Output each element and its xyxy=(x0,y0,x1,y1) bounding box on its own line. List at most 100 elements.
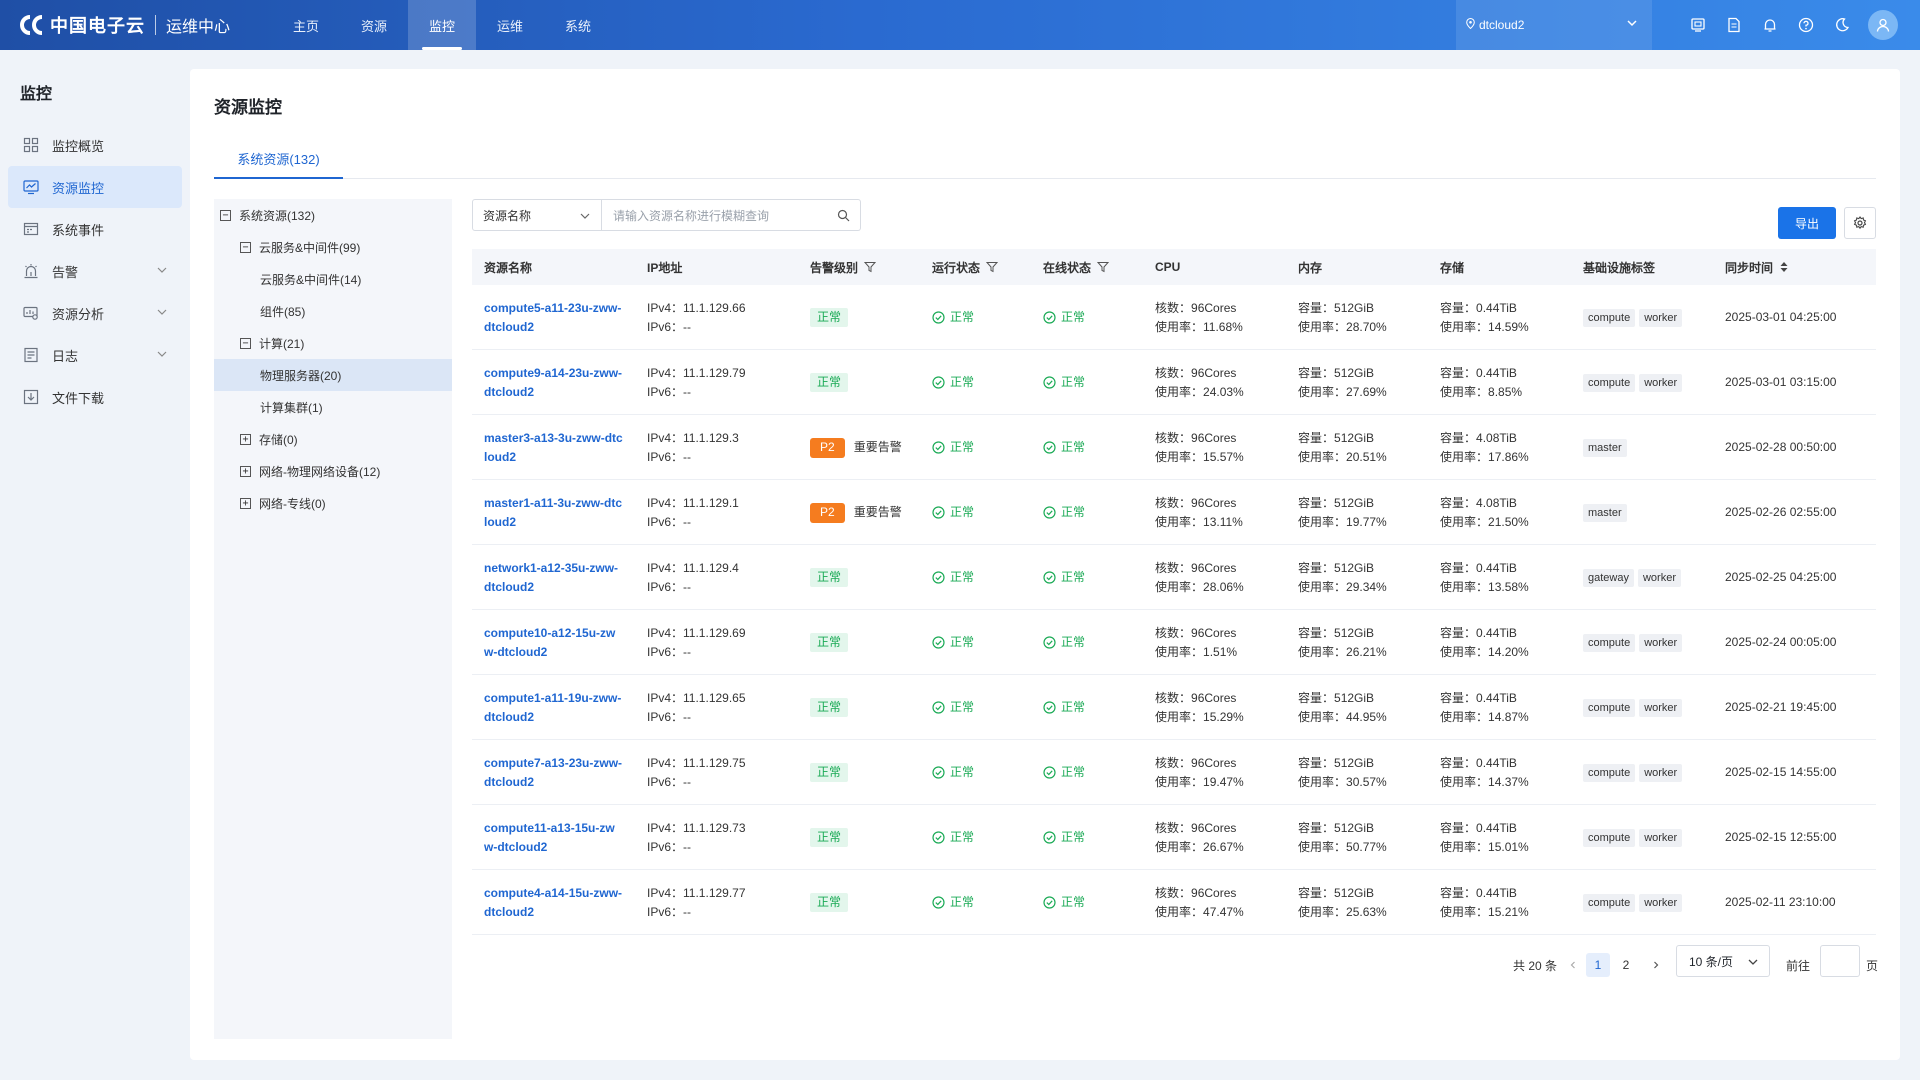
tree-node[interactable]: + 网络-专线(0) xyxy=(214,487,452,519)
table-row[interactable]: compute1-a11-19u-zww-dtcloud2 IPv4：11.1.1… xyxy=(472,675,1876,740)
tree-node[interactable]: − 云服务&中间件(99) xyxy=(214,231,452,263)
tree-node-selected[interactable]: 物理服务器(20) xyxy=(214,359,452,391)
nav-system[interactable]: 系统 xyxy=(565,18,592,34)
nav-home[interactable]: 主页 xyxy=(293,18,320,34)
sort-icon[interactable] xyxy=(1779,261,1789,273)
tags-cell: compute worker xyxy=(1583,350,1686,415)
page-1-button[interactable]: 1 xyxy=(1586,953,1610,977)
user-avatar[interactable] xyxy=(1868,10,1898,40)
region-selector[interactable]: dtcloud2 xyxy=(1456,0,1652,50)
tree-node[interactable]: + 网络-物理网络设备(12) xyxy=(214,455,452,487)
tree-node[interactable]: 计算集群(1) xyxy=(214,391,452,423)
filter-icon[interactable] xyxy=(1097,261,1110,273)
resource-name-link[interactable]: master3-a13-3u-zww-dtcloud2 xyxy=(484,430,623,464)
infra-tag: compute xyxy=(1583,633,1636,652)
col-sync-time[interactable]: 同步时间 xyxy=(1725,249,1789,285)
tree-node[interactable]: 组件(85) xyxy=(214,295,452,327)
cpu-usage: 19.47% xyxy=(1203,774,1244,789)
tree-node[interactable]: − 计算(21) xyxy=(214,327,452,359)
table-row[interactable]: compute4-a14-15u-zww-dtcloud2 IPv4：11.1.1… xyxy=(472,870,1876,935)
document-icon[interactable] xyxy=(1716,0,1752,50)
table-row[interactable]: compute9-a14-23u-zww-dtcloud2 IPv4：11.1.1… xyxy=(472,350,1876,415)
storage-usage: 13.58% xyxy=(1488,579,1529,594)
table-row[interactable]: master1-a11-3u-zww-dtcloud2 IPv4：11.1.129… xyxy=(472,480,1876,545)
nav-monitoring[interactable]: 监控 xyxy=(408,0,477,50)
tab-system-resources[interactable]: 系统资源(132) xyxy=(214,139,343,179)
sidebar-item-label: 资源分析 xyxy=(52,306,105,322)
check-circle-icon xyxy=(932,441,945,454)
resource-name-link[interactable]: compute5-a11-23u-zww-dtcloud2 xyxy=(484,300,622,334)
table-row[interactable]: compute7-a13-23u-zww-dtcloud2 IPv4：11.1.1… xyxy=(472,740,1876,805)
sidebar-item-alarms[interactable]: 告警 xyxy=(8,250,182,292)
table-body: compute5-a11-23u-zww-dtcloud2 IPv4：11.1.1… xyxy=(472,285,1876,935)
sync-time-cell: 2025-02-15 12:55:00 xyxy=(1725,805,1836,870)
tree-node[interactable]: + 存储(0) xyxy=(214,423,452,455)
table-row[interactable]: network1-a12-35u-zww-dtcloud2 IPv4：11.1.1… xyxy=(472,545,1876,610)
nav-resources[interactable]: 资源 xyxy=(361,18,388,34)
search-input[interactable]: 请输入资源名称进行模糊查询 xyxy=(601,199,861,231)
filter-icon[interactable] xyxy=(986,261,999,273)
resource-name-link[interactable]: compute1-a11-19u-zww-dtcloud2 xyxy=(484,690,622,724)
bell-icon[interactable] xyxy=(1752,0,1788,50)
page-2-button[interactable]: 2 xyxy=(1622,958,1630,972)
resource-name-link[interactable]: master1-a11-3u-zww-dtcloud2 xyxy=(484,495,623,529)
run-status-cell: 正常 xyxy=(932,480,974,545)
col-ip: IP地址 xyxy=(647,260,683,275)
sidebar-item-file-download[interactable]: 文件下载 xyxy=(8,376,182,418)
goto-page-input[interactable] xyxy=(1820,945,1860,977)
resource-name-link[interactable]: compute9-a14-23u-zww-dtcloud2 xyxy=(484,365,623,399)
nav-operations[interactable]: 运维 xyxy=(497,18,524,34)
resource-name-link[interactable]: compute11-a13-15u-zww-dtcloud2 xyxy=(484,820,615,854)
ip-cell: IPv4：11.1.129.75 IPv6：-- xyxy=(647,755,746,789)
table-row[interactable]: compute11-a13-15u-zww-dtcloud2 IPv4：11.1.… xyxy=(472,805,1876,870)
table-row[interactable]: master3-a13-3u-zww-dtcloud2 IPv4：11.1.129… xyxy=(472,415,1876,480)
sync-time-cell: 2025-02-11 23:10:00 xyxy=(1725,870,1836,935)
resource-name-link[interactable]: network1-a12-35u-zww-dtcloud2 xyxy=(484,560,619,594)
cpu-usage: 26.67% xyxy=(1203,839,1244,854)
sidebar-item-label: 系统事件 xyxy=(52,222,105,238)
sidebar-item-resource-analysis[interactable]: 资源分析 xyxy=(8,292,182,334)
logo[interactable]: 中国电子云 运维中心 xyxy=(18,0,230,50)
sidebar-item-resource-monitoring[interactable]: 资源监控 xyxy=(8,166,182,208)
cpu-cores: 96Cores xyxy=(1191,625,1237,640)
tree-node[interactable]: − 系统资源(132) xyxy=(214,199,452,231)
resource-name-link[interactable]: compute10-a12-15u-zww-dtcloud2 xyxy=(484,625,616,659)
tags-cell: compute worker xyxy=(1583,740,1686,805)
cpu-cores: 96Cores xyxy=(1191,755,1237,770)
moon-icon[interactable] xyxy=(1824,0,1860,50)
expand-icon[interactable]: + xyxy=(240,433,251,445)
table-row[interactable]: compute10-a12-15u-zww-dtcloud2 IPv4：11.1.… xyxy=(472,610,1876,675)
ipv6-value: -- xyxy=(683,904,692,919)
resource-name-link[interactable]: compute4-a14-15u-zww-dtcloud2 xyxy=(484,885,623,919)
search-field-select[interactable]: 资源名称 xyxy=(472,199,602,231)
collapse-icon[interactable]: − xyxy=(220,209,231,221)
table-row[interactable]: compute5-a11-23u-zww-dtcloud2 IPv4：11.1.1… xyxy=(472,285,1876,350)
memory-capacity: 512GiB xyxy=(1334,495,1375,510)
expand-icon[interactable]: + xyxy=(240,465,251,477)
page-size-select[interactable]: 10 条/页 xyxy=(1676,945,1770,977)
ip-cell: IPv4：11.1.129.73 IPv6：-- xyxy=(647,820,746,854)
resource-name-link[interactable]: compute7-a13-23u-zww-dtcloud2 xyxy=(484,755,623,789)
screen-icon[interactable] xyxy=(1680,0,1716,50)
storage-usage: 14.87% xyxy=(1488,709,1529,724)
ip-cell: IPv4：11.1.129.66 IPv6：-- xyxy=(647,300,746,334)
export-button[interactable]: 导出 xyxy=(1778,207,1836,239)
sidebar-item-label: 资源监控 xyxy=(52,180,105,196)
filter-icon[interactable] xyxy=(864,261,877,273)
next-page-icon[interactable] xyxy=(1651,949,1661,981)
search-icon[interactable] xyxy=(837,209,850,225)
expand-icon[interactable]: + xyxy=(240,497,251,509)
collapse-icon[interactable]: − xyxy=(240,241,251,253)
check-circle-icon xyxy=(1043,831,1056,844)
prev-page-icon[interactable] xyxy=(1568,949,1578,981)
ipv4-value: 11.1.129.69 xyxy=(683,625,746,640)
column-settings-button[interactable] xyxy=(1844,207,1876,239)
chevron-down-icon xyxy=(156,264,168,279)
collapse-icon[interactable]: − xyxy=(240,337,251,349)
main-panel: 资源监控 系统资源(132) − 系统资源(132) − 云服务&中间件(99)… xyxy=(190,69,1900,1060)
sidebar-item-overview[interactable]: 监控概览 xyxy=(8,124,182,166)
help-icon[interactable] xyxy=(1788,0,1824,50)
sidebar-item-logs[interactable]: 日志 xyxy=(8,334,182,376)
tree-node[interactable]: 云服务&中间件(14) xyxy=(214,263,452,295)
sidebar-item-system-events[interactable]: 系统事件 xyxy=(8,208,182,250)
